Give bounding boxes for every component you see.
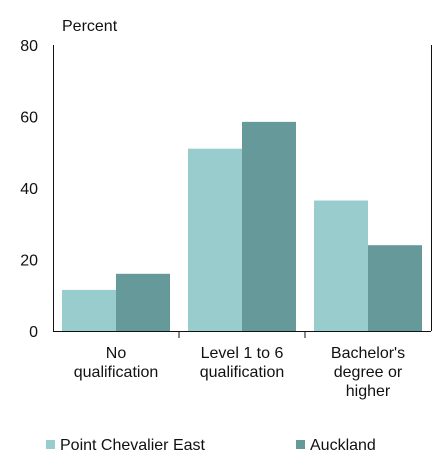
y-tick-label-20: 20 (20, 253, 38, 270)
legend-swatch-0 (46, 440, 55, 449)
bar-auckland-1 (242, 121, 296, 331)
category-label-line: higher (346, 383, 391, 400)
category-label-line: qualification (200, 364, 285, 381)
category-label-0: No qualification (74, 345, 159, 381)
legend-label-1: Auckland (310, 437, 376, 454)
y-tick-label-0: 0 (29, 324, 38, 341)
y-tick-label-60: 60 (20, 110, 38, 127)
category-label-line: No (106, 345, 127, 362)
category-label-line: Bachelor's (331, 345, 405, 362)
category-label-line: degree or (334, 364, 403, 381)
y-tick-label-80: 80 (20, 38, 38, 55)
category-label-line: qualification (74, 364, 159, 381)
x-axis-tick-marks (178, 331, 306, 338)
y-tick-label-40: 40 (20, 181, 38, 198)
bar-point-chevalier-east-0 (62, 289, 116, 331)
bars (62, 121, 422, 331)
category-label-line: Level 1 to 6 (201, 345, 284, 362)
bar-point-chevalier-east-2 (314, 200, 368, 331)
legend-label-0: Point Chevalier East (60, 437, 206, 454)
legend: Point Chevalier East Auckland (46, 437, 376, 454)
x-axis-category-labels: No qualification Level 1 to 6 qualification… (74, 345, 405, 400)
bar-auckland-0 (116, 273, 170, 331)
legend-swatch-1 (296, 440, 305, 449)
category-label-1: Level 1 to 6 qualification (200, 345, 285, 381)
y-axis-tick-labels: 0 20 40 60 80 (20, 38, 38, 341)
category-label-2: Bachelor's degree or higher (331, 345, 405, 400)
bar-point-chevalier-east-1 (188, 148, 242, 331)
y-axis-unit-label: Percent (62, 18, 118, 35)
bar-auckland-2 (368, 245, 422, 331)
